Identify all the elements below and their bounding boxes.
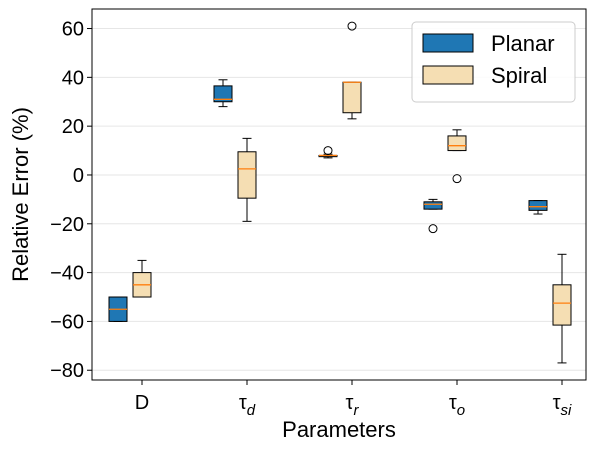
x-tick-label: τsi: [553, 392, 572, 419]
legend-swatch-spiral: [422, 65, 474, 85]
box-spiral: [342, 21, 362, 120]
box-iqr: [342, 81, 362, 114]
box-planar: [318, 146, 338, 159]
box-iqr: [552, 284, 572, 326]
box-planar: [423, 198, 443, 234]
box-planar: [108, 296, 128, 322]
legend-label-spiral: Spiral: [491, 63, 547, 88]
box-iqr: [237, 151, 257, 199]
box-planar: [528, 200, 548, 215]
legend-swatch-planar: [422, 33, 474, 53]
x-tick-label: τo: [449, 392, 465, 419]
x-tick-label: D: [135, 392, 149, 414]
y-axis: −80 −60 −40 −20 0 20 40 60: [50, 19, 92, 382]
boxes: [108, 21, 572, 364]
outlier-point: [347, 21, 357, 31]
y-axis-title: Relative Error (%): [8, 107, 33, 282]
y-tick-label: 40: [62, 67, 84, 89]
y-tick-label: −40: [50, 263, 84, 285]
plot-frame: [91, 8, 587, 381]
box-spiral: [447, 129, 467, 184]
legend-label-planar: Planar: [491, 31, 555, 56]
x-tick-label: τd: [239, 392, 256, 419]
box-spiral: [237, 137, 257, 222]
box-spiral: [552, 253, 572, 364]
y-tick-label: −80: [50, 360, 84, 382]
outlier-point: [428, 224, 438, 234]
outlier-point: [452, 174, 462, 184]
box-planar: [213, 79, 233, 108]
y-tick-label: 20: [62, 116, 84, 138]
y-tick-label: −20: [50, 214, 84, 236]
box-iqr: [423, 201, 443, 210]
x-axis-title: Parameters: [282, 417, 396, 442]
y-tick-label: 60: [62, 19, 84, 41]
y-tick-label: −60: [50, 311, 84, 333]
legend: Planar Spiral: [411, 21, 576, 103]
box-iqr: [528, 200, 548, 211]
box-spiral: [132, 259, 152, 298]
box-iqr: [447, 135, 467, 152]
outlier-point: [323, 146, 333, 156]
y-tick-label: 0: [73, 165, 84, 187]
box-iqr: [213, 85, 233, 103]
x-tick-label: τr: [346, 392, 360, 419]
